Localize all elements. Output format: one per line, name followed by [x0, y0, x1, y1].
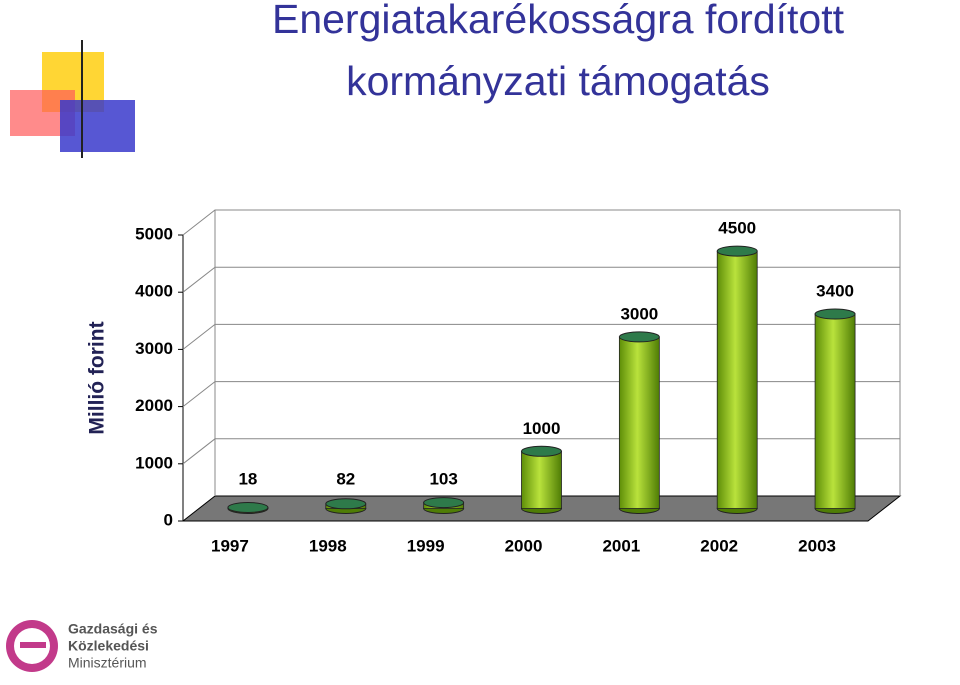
bar [521, 450, 562, 509]
bar [814, 313, 856, 509]
value-label: 103 [429, 469, 457, 488]
bar [716, 250, 758, 509]
x-tick-label: 1998 [309, 536, 347, 555]
grid-line [182, 266, 900, 293]
bar [618, 336, 660, 509]
grid-line [182, 438, 900, 465]
bar-cap [716, 245, 758, 257]
y-tick-label: 5000 [135, 224, 173, 243]
value-label: 3000 [620, 304, 658, 323]
decoration [10, 40, 960, 158]
y-tick-label: 1000 [135, 453, 173, 472]
value-label: 4500 [718, 219, 756, 238]
value-label: 82 [336, 469, 355, 488]
y-tick-label: 2000 [135, 396, 173, 415]
bar-cap [618, 331, 660, 343]
title-line-2: kormányzati támogatás [346, 58, 770, 104]
bar-cap [814, 308, 856, 320]
value-label: 3400 [816, 282, 854, 301]
x-tick-label: 2003 [798, 536, 836, 555]
x-tick-label: 1997 [211, 536, 249, 555]
plot: 0 1000 2000 3000 4000 5000 1997 18 1998 82 1999 103… [135, 209, 902, 555]
x-tick-label: 2001 [602, 536, 640, 555]
bar-cap [521, 445, 562, 457]
logo-text: Közlekedési [68, 638, 149, 654]
bar-cap [227, 501, 269, 513]
y-tick-label: 4000 [135, 282, 173, 301]
grid-line [182, 323, 900, 350]
y-tick-label: 0 [164, 510, 173, 529]
value-label: 1000 [523, 419, 561, 438]
y-tick-label: 3000 [135, 339, 173, 358]
title-line-1: Energiatakarékosságra fordított [272, 0, 845, 42]
grid-line [182, 209, 900, 236]
logo: Gazdasági és Közlekedési Minisztérium [6, 620, 158, 672]
logo-text: Gazdasági és [68, 621, 158, 637]
value-label: 18 [238, 469, 257, 488]
bar-cap [423, 497, 465, 509]
logo-text: Minisztérium [68, 655, 147, 671]
x-tick-label: 1999 [407, 536, 445, 555]
grid-line [182, 381, 900, 407]
bar-cap [325, 498, 367, 510]
x-tick-label: 2000 [505, 536, 543, 555]
y-axis-label: Millió forint [86, 321, 109, 434]
x-tick-label: 2002 [700, 536, 738, 555]
